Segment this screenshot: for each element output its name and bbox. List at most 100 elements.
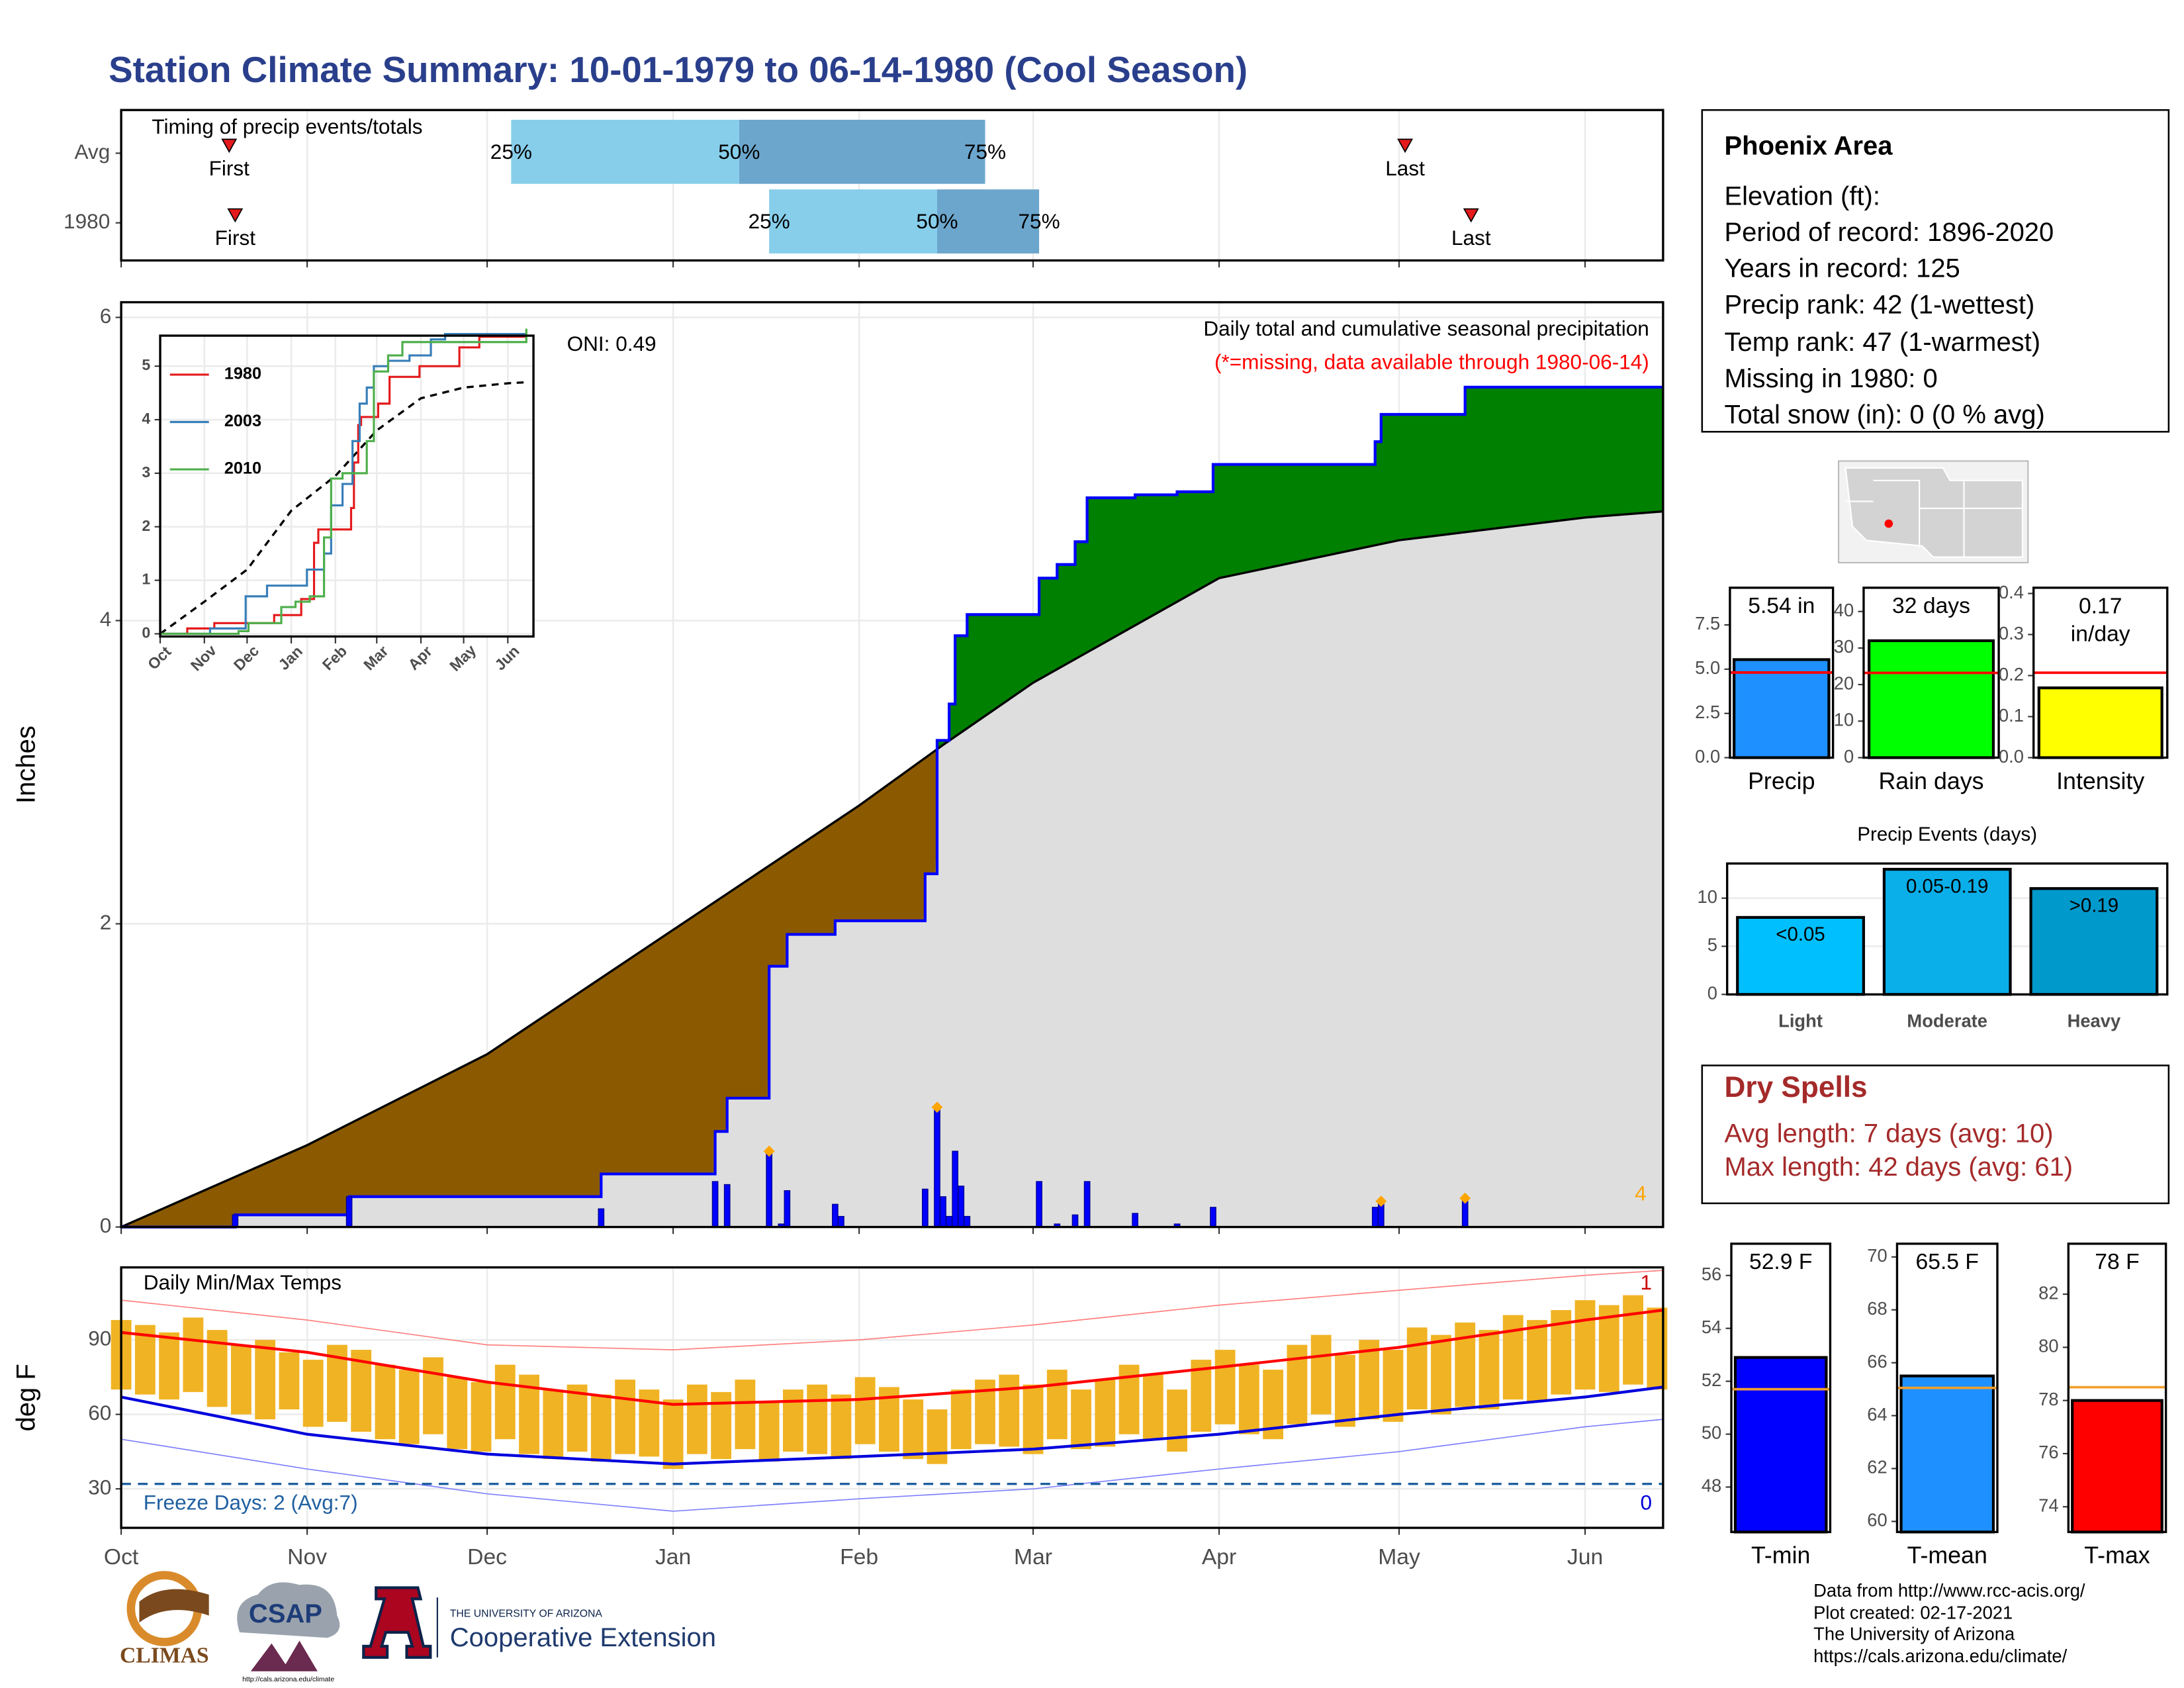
temp-bar [159, 1332, 180, 1400]
temp-bar [494, 1364, 516, 1440]
temp-bar [1359, 1340, 1380, 1420]
page-title: Station Climate Summary: 10-01-1979 to 0… [109, 49, 1248, 90]
y-tick-label: 30 [1834, 636, 1854, 657]
percentile-label: 50% [718, 140, 760, 164]
map-borders [1845, 479, 2023, 557]
temp-bar [615, 1380, 635, 1454]
station-line: Elevation (ft): [1724, 181, 1880, 211]
credit-line: Data from http://www.rcc-acis.org/ [1813, 1580, 2085, 1601]
plot-frame [120, 1266, 1664, 1529]
bar [2037, 686, 2163, 759]
daily-bar [832, 1203, 839, 1228]
temp-bar [735, 1380, 756, 1450]
y-tick-label: 70 [1867, 1245, 1887, 1266]
percentile-label: 25% [490, 140, 532, 164]
y-tick-label: 74 [2038, 1495, 2058, 1515]
category-label: T-mean [1907, 1542, 1987, 1569]
temp-bar [1071, 1389, 1091, 1450]
series-line [160, 328, 527, 635]
y-tick-label: 5 [1707, 935, 1717, 955]
csap-cloud [237, 1582, 340, 1638]
y-tick-label: 3 [142, 463, 150, 481]
x-tick-label: May [1378, 1545, 1420, 1570]
y-tick-label: 7.5 [1695, 613, 1720, 633]
y-tick-label: 0 [142, 624, 150, 641]
temp-bar [230, 1344, 251, 1415]
daily-bar [723, 1184, 731, 1228]
category-label: T-max [2084, 1542, 2150, 1569]
average-max-line [120, 1309, 1664, 1406]
y-tick-label: 82 [2038, 1282, 2058, 1303]
temp-bar [783, 1389, 803, 1452]
value-label: 52.9 F [1749, 1250, 1812, 1274]
timing-marker [227, 208, 244, 223]
category-label: Intensity [2056, 768, 2144, 794]
station-name: Phoenix Area [1724, 132, 1893, 161]
bin-label: <0.05 [1776, 923, 1825, 945]
temp-bar [1238, 1364, 1259, 1434]
y-tick-label: 0.4 [1999, 582, 2024, 602]
temp-bar [662, 1399, 684, 1470]
y-tick-label: 80 [2038, 1336, 2058, 1356]
temp-bar [279, 1352, 300, 1410]
category-label: Heavy [2068, 1011, 2121, 1031]
bar [2071, 1399, 2163, 1534]
timing-marker [221, 138, 238, 154]
precip-title: Daily total and cumulative seasonal prec… [1203, 316, 1649, 340]
station-line: Temp rank: 47 (1-warmest) [1724, 328, 2040, 357]
credit-line: The University of Arizona [1813, 1623, 2015, 1644]
y-tick-label: 0 [1844, 746, 1854, 767]
daily-bar [598, 1208, 605, 1228]
event-count: 4 [1635, 1182, 1647, 1205]
y-tick-label: 68 [1867, 1298, 1887, 1319]
plot-frame [1895, 1243, 1999, 1534]
csap-text: CSAP [249, 1599, 322, 1628]
category-label: Moderate [1907, 1011, 1987, 1031]
y-tick-label: 0 [1707, 982, 1717, 1003]
plot-frame [120, 301, 1664, 1229]
temp-bar [1431, 1335, 1451, 1415]
locator-map [1838, 460, 2029, 564]
y-tick-label: 60 [88, 1401, 111, 1425]
daily-bar [958, 1186, 965, 1228]
precip-note: (*=missing, data available through 1980-… [1214, 350, 1649, 373]
climas-text: CLIMAS [120, 1643, 209, 1667]
plot-frame [159, 334, 535, 638]
y-tick-label: 10 [1834, 710, 1854, 730]
daily-bar [766, 1150, 772, 1228]
y-tick-label: 60 [1867, 1510, 1887, 1530]
temp-bar [1574, 1300, 1596, 1390]
percentile-label: 75% [964, 140, 1006, 164]
station-box [1701, 109, 2170, 433]
daily-bar [934, 1107, 940, 1228]
y-tick-label: 90 [88, 1326, 111, 1350]
plot-background [160, 336, 534, 637]
percentile-bar [739, 119, 985, 184]
daily-bar [784, 1190, 791, 1228]
station-line: Missing in 1980: 0 [1724, 364, 1937, 393]
temp-bar [807, 1384, 828, 1454]
bin-label: 0.05-0.19 [1906, 875, 1988, 897]
dry-spells-line: Max length: 42 days (avg: 61) [1724, 1152, 2073, 1182]
temp-bar [567, 1384, 588, 1452]
y-tick-label: 54 [1702, 1317, 1721, 1337]
timing-marker [1463, 208, 1479, 223]
bin-label: >0.19 [2070, 894, 2119, 916]
temp-bar [1191, 1360, 1212, 1432]
y-tick-label: 56 [1702, 1264, 1721, 1284]
record-low-count: 0 [1640, 1491, 1652, 1515]
temp-bar [1142, 1374, 1163, 1440]
y-tick-label: 48 [1702, 1476, 1721, 1496]
timing-label: Last [1385, 156, 1425, 180]
temp-bar [758, 1401, 780, 1462]
percentile-label: 75% [1019, 209, 1060, 233]
bar [1736, 915, 1865, 996]
y-tick-label: 0 [100, 1213, 112, 1237]
y-axis-title: deg F [12, 1364, 41, 1431]
climas-logo [139, 1589, 209, 1623]
daily-bar [711, 1181, 719, 1228]
temp-bar [927, 1409, 948, 1464]
plot-frame [2032, 586, 2169, 759]
percentile-bar [511, 119, 739, 184]
plot-frame [2067, 1243, 2167, 1534]
